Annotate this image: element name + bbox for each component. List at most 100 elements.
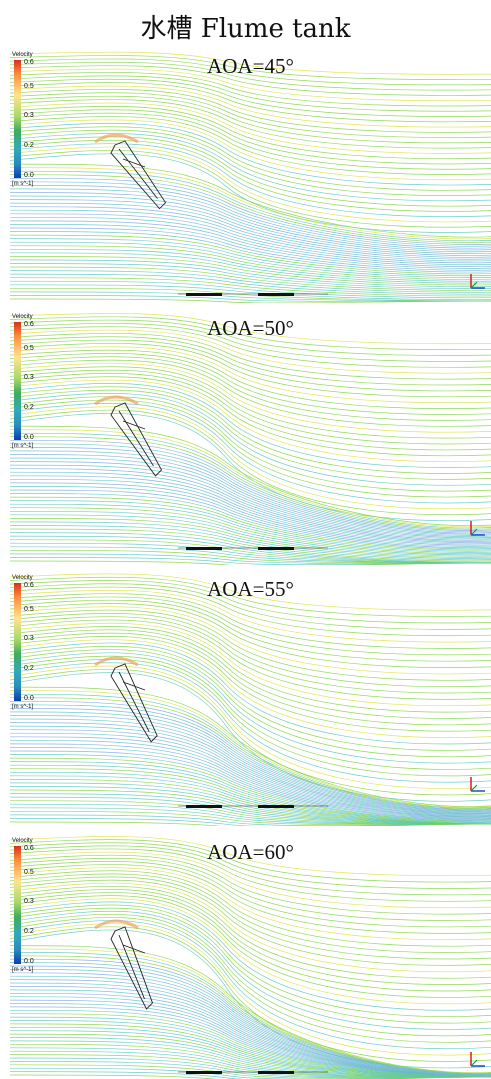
panel-aoa-45: AOA=45° Velocity 0.6 0.5 0.3 0.2 0.0 [m … (10, 50, 491, 303)
streamline (10, 85, 491, 128)
streamline (10, 761, 491, 823)
streamline (10, 270, 491, 293)
streamline (10, 496, 491, 551)
streamline (10, 1016, 491, 1078)
streamline (10, 383, 491, 468)
streamline (10, 356, 491, 421)
streamline (10, 528, 491, 562)
streamline (10, 645, 491, 751)
colorbar-unit: [m s^-1] (12, 704, 34, 710)
streamline (10, 231, 491, 273)
streamline (10, 224, 491, 269)
streamline (10, 996, 491, 1078)
streamline (10, 586, 491, 637)
streamline (10, 898, 491, 1005)
streamline (10, 668, 491, 796)
streamline (10, 690, 491, 808)
streamline (10, 447, 491, 534)
streamline (10, 55, 491, 80)
streamline (10, 199, 491, 256)
streamline (10, 163, 491, 238)
colorbar-tick: 0.5 (24, 345, 34, 352)
streamline (10, 333, 491, 380)
streamline (10, 546, 491, 564)
streamline (10, 92, 491, 138)
streamline (10, 729, 491, 816)
streamline (10, 848, 491, 902)
streamline (10, 560, 491, 565)
streamline (10, 369, 491, 445)
streamline (10, 542, 491, 564)
streamline (10, 982, 491, 1078)
colorbar-tick: 0.3 (24, 374, 34, 381)
blade-outline (110, 663, 158, 743)
colorbar-tick: 0.5 (24, 83, 34, 90)
streamline (10, 779, 491, 825)
streamline (10, 170, 491, 242)
streamline (10, 206, 491, 260)
streamline (10, 326, 491, 368)
streamline (10, 464, 491, 540)
streamline (10, 343, 491, 398)
streamline (10, 393, 491, 486)
aoa-label: AOA=50° (207, 316, 294, 340)
streamline (10, 917, 491, 1043)
streamline (10, 821, 491, 826)
streamline (10, 700, 491, 810)
colorbar-tick: 0.6 (24, 59, 34, 66)
streamline (10, 573, 491, 611)
streamline (10, 280, 491, 299)
streamline (10, 143, 491, 218)
streamline (10, 413, 491, 521)
colorbar-tick: 0.0 (24, 695, 34, 702)
streamline (10, 1037, 491, 1078)
streamline (10, 359, 491, 427)
colorbar (14, 846, 21, 964)
streamline (10, 518, 491, 558)
streamline (10, 845, 491, 896)
streamline-plot (10, 836, 491, 1079)
streamline (10, 339, 491, 392)
streamline (10, 632, 491, 726)
streamline (10, 396, 491, 492)
streamline (10, 907, 491, 1024)
streamline (10, 962, 491, 1075)
panel-aoa-60: AOA=60° Velocity 0.6 0.5 0.3 0.2 0.0 [m … (10, 836, 491, 1079)
streamline (10, 471, 491, 542)
streamline (10, 580, 491, 624)
streamline (10, 969, 491, 1076)
streamline (10, 972, 491, 1077)
streamline (10, 482, 491, 546)
streamline (10, 68, 491, 102)
streamline (10, 109, 491, 165)
streamline (10, 503, 491, 553)
streamline (10, 764, 491, 824)
streamline (10, 693, 491, 809)
streamline (10, 711, 491, 813)
streamline (10, 870, 491, 947)
streamline (10, 234, 491, 275)
streamline (10, 639, 491, 738)
streamline (10, 323, 491, 362)
streamline (10, 399, 491, 498)
streamline (10, 923, 491, 1056)
streamline (10, 376, 491, 457)
streamline (10, 622, 491, 707)
streamline (10, 457, 491, 537)
streamline (10, 106, 491, 159)
figure-title: 水槽 Flume tank (140, 14, 351, 44)
colorbar-tick: 0.3 (24, 635, 34, 642)
streamline (10, 842, 491, 889)
streamline (10, 486, 491, 547)
streamline (10, 619, 491, 700)
streamline (10, 879, 491, 966)
streamline (10, 955, 491, 1075)
streamline (10, 89, 491, 133)
streamline (10, 443, 491, 533)
streamline (10, 889, 491, 985)
streamline (10, 75, 491, 112)
streamline (10, 366, 491, 439)
streamline (10, 861, 491, 928)
streamline (10, 920, 491, 1049)
axis-triad-icon (470, 521, 485, 536)
